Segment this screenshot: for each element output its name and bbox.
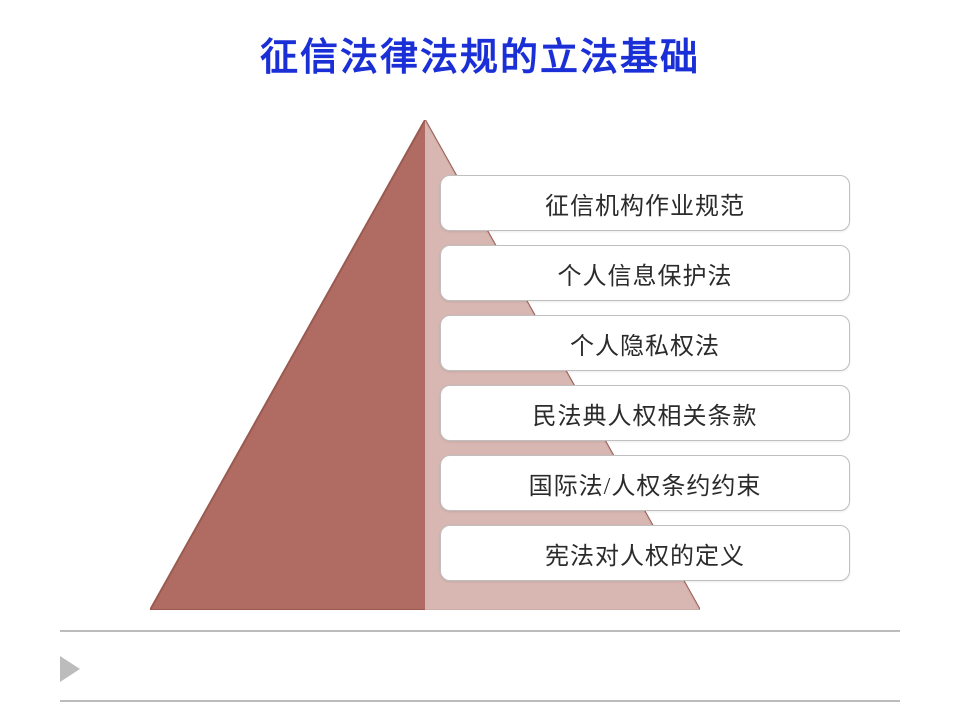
footer-divider-bottom: [60, 700, 900, 702]
page-title: 征信法律法规的立法基础: [0, 26, 960, 81]
pyramid-label-0: 征信机构作业规范: [440, 175, 850, 231]
pyramid-label-3: 民法典人权相关条款: [440, 385, 850, 441]
pyramid-label-2: 个人隐私权法: [440, 315, 850, 371]
play-icon: [60, 656, 80, 682]
pyramid-label-4: 国际法/人权条约约束: [440, 455, 850, 511]
footer-divider-top: [60, 630, 900, 632]
pyramid-label-5: 宪法对人权的定义: [440, 525, 850, 581]
pyramid-labels: 征信机构作业规范个人信息保护法个人隐私权法民法典人权相关条款国际法/人权条约约束…: [440, 175, 850, 595]
pyramid-label-1: 个人信息保护法: [440, 245, 850, 301]
pyramid-diagram: 征信机构作业规范个人信息保护法个人隐私权法民法典人权相关条款国际法/人权条约约束…: [150, 120, 870, 640]
